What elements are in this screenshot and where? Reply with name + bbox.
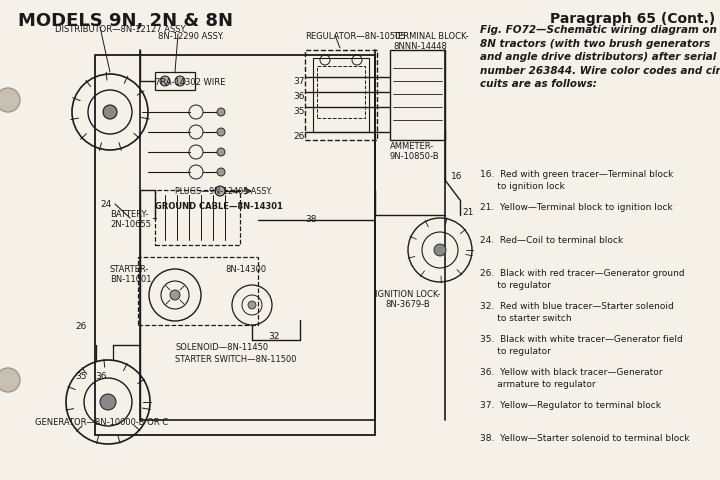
Text: 8N-14300: 8N-14300: [225, 265, 266, 274]
Text: STARTER-
BN-11001: STARTER- BN-11001: [110, 265, 151, 284]
Text: 38.  Yellow—Starter solenoid to terminal block: 38. Yellow—Starter solenoid to terminal …: [480, 434, 690, 443]
Circle shape: [103, 105, 117, 119]
Text: 36: 36: [95, 372, 107, 381]
Circle shape: [217, 108, 225, 116]
Circle shape: [434, 244, 446, 256]
Text: 37: 37: [293, 77, 305, 86]
Text: Fig. FO72—Schematic wiring diagram on
8N tractors (with two brush generators
and: Fig. FO72—Schematic wiring diagram on 8N…: [480, 25, 720, 89]
Text: 8N-12290 ASSY.: 8N-12290 ASSY.: [158, 32, 224, 41]
Bar: [313, 58, 369, 132]
Text: 21: 21: [462, 208, 473, 217]
Text: 16: 16: [451, 172, 462, 181]
Circle shape: [170, 290, 180, 300]
Circle shape: [0, 368, 20, 392]
Bar: [305, 50, 377, 140]
Text: 21.  Yellow—Terminal block to ignition lock: 21. Yellow—Terminal block to ignition lo…: [480, 203, 672, 212]
Circle shape: [215, 186, 225, 196]
Text: 26.  Black with red tracer—Generator ground
      to regulator: 26. Black with red tracer—Generator grou…: [480, 269, 685, 290]
Text: IGNITION LOCK-
8N-3679-B: IGNITION LOCK- 8N-3679-B: [375, 290, 441, 310]
Text: REGULATOR—8N-10505: REGULATOR—8N-10505: [305, 32, 405, 41]
Text: 24.  Red—Coil to terminal block: 24. Red—Coil to terminal block: [480, 236, 623, 245]
Text: 24: 24: [100, 200, 112, 209]
Text: MODELS 9N, 2N & 8N: MODELS 9N, 2N & 8N: [18, 12, 233, 30]
Text: 38: 38: [305, 215, 317, 224]
Text: GROUND CABLE—8N-14301: GROUND CABLE—8N-14301: [155, 202, 283, 211]
Text: 35: 35: [293, 107, 305, 116]
Text: 7RA-14302 WIRE: 7RA-14302 WIRE: [155, 78, 225, 87]
Text: Paragraph 65 (Cont.): Paragraph 65 (Cont.): [550, 12, 715, 26]
Bar: [138, 257, 258, 325]
Circle shape: [100, 394, 116, 410]
Text: 32.  Red with blue tracer—Starter solenoid
      to starter switch: 32. Red with blue tracer—Starter solenoi…: [480, 302, 674, 323]
Text: 16.  Red with green tracer—Terminal block
      to ignition lock: 16. Red with green tracer—Terminal block…: [480, 170, 673, 191]
Text: GENERATOR—8N-10000-B OR C: GENERATOR—8N-10000-B OR C: [35, 418, 168, 427]
Text: STARTER SWITCH—8N-11500: STARTER SWITCH—8N-11500: [175, 355, 297, 364]
Text: 36.  Yellow with black tracer—Generator
      armature to regulator: 36. Yellow with black tracer—Generator a…: [480, 368, 662, 389]
Circle shape: [0, 88, 20, 112]
Text: TERMINAL BLOCK-
8NNN-14448: TERMINAL BLOCK- 8NNN-14448: [393, 32, 469, 51]
Circle shape: [217, 168, 225, 176]
Text: DISTRIBUTOR—8N-12127 ASSY.: DISTRIBUTOR—8N-12127 ASSY.: [55, 25, 186, 34]
Text: 36: 36: [293, 92, 305, 101]
Text: BATTERY-
2N-10655: BATTERY- 2N-10655: [110, 210, 151, 229]
Circle shape: [217, 148, 225, 156]
Bar: [155, 190, 240, 245]
Text: PLUGS—9N-12405 ASSY.: PLUGS—9N-12405 ASSY.: [175, 187, 272, 196]
Text: SOLENOID—8N-11450: SOLENOID—8N-11450: [175, 343, 268, 352]
Text: 32: 32: [268, 332, 279, 341]
Text: 37.  Yellow—Regulator to terminal block: 37. Yellow—Regulator to terminal block: [480, 401, 661, 410]
Text: 35.  Black with white tracer—Generator field
      to regulator: 35. Black with white tracer—Generator fi…: [480, 335, 683, 356]
Circle shape: [175, 76, 185, 86]
Bar: [95, 55, 375, 435]
Text: AMMETER-
9N-10850-B: AMMETER- 9N-10850-B: [390, 142, 440, 161]
Text: 35: 35: [75, 372, 86, 381]
Text: 26: 26: [75, 322, 86, 331]
Text: 26: 26: [293, 132, 305, 141]
Bar: [317, 66, 365, 118]
Bar: [155, 72, 195, 90]
Circle shape: [160, 76, 170, 86]
Circle shape: [217, 128, 225, 136]
Bar: [390, 50, 445, 140]
Circle shape: [248, 301, 256, 309]
